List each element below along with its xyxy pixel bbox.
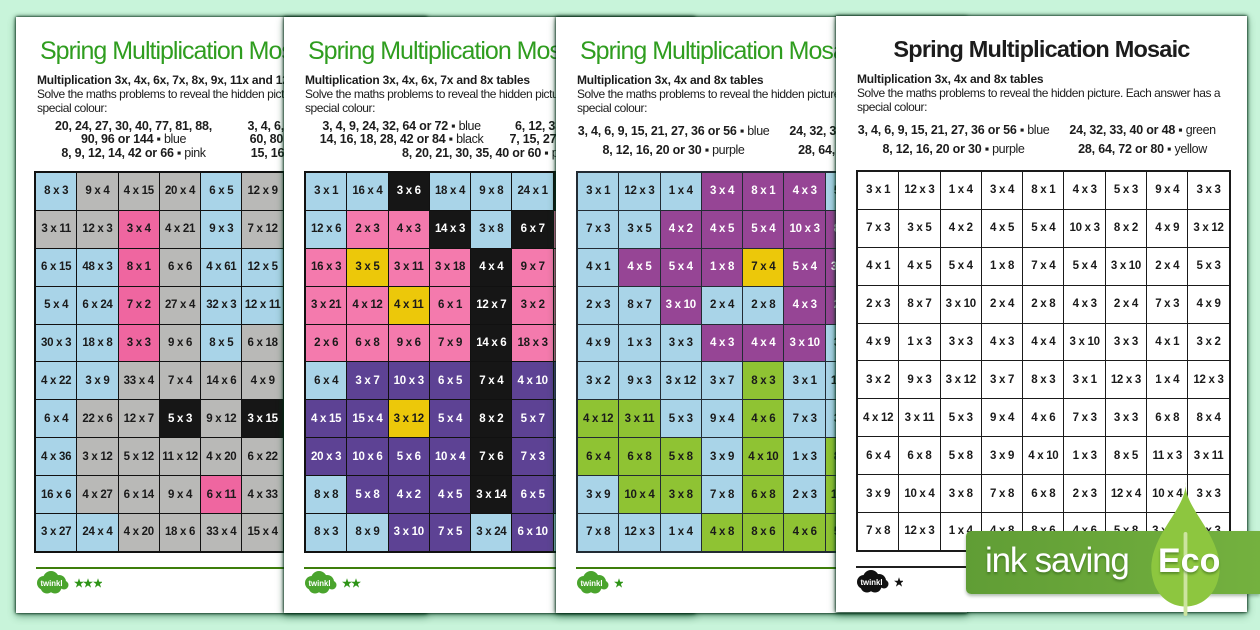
svg-text:twinkl: twinkl [860,578,882,587]
svg-text:twinkl: twinkl [580,579,602,588]
svg-text:twinkl: twinkl [308,579,330,588]
svg-text:twinkl: twinkl [40,579,62,588]
